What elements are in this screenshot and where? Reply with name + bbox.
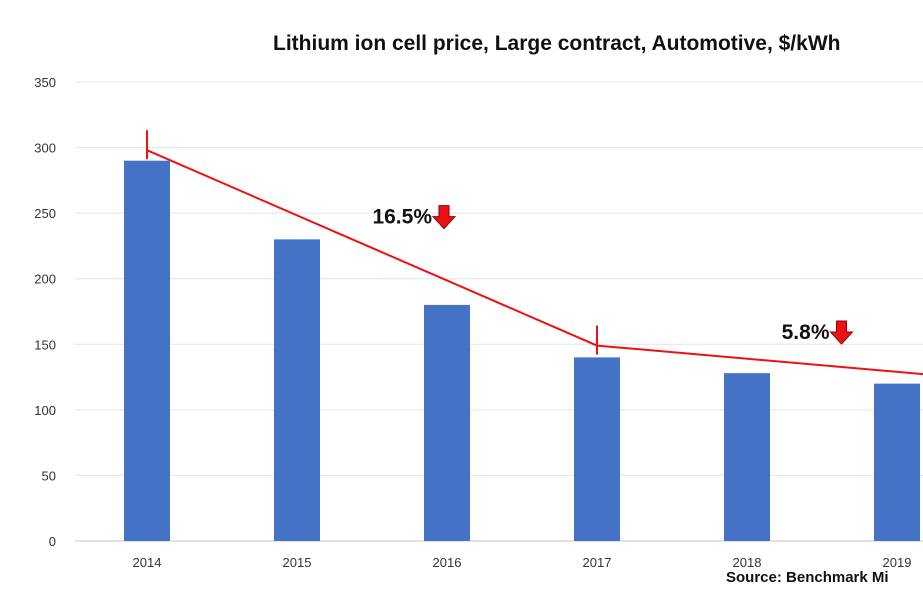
x-axis-ticks: 2014 2015 2016 2017 2018 2019	[133, 555, 912, 570]
annotations: 16.5% 5.8%	[372, 205, 854, 345]
bar	[574, 357, 620, 541]
bar	[874, 383, 920, 541]
y-tick-label: 100	[34, 403, 56, 418]
source-note: Source: Benchmark Mi	[726, 569, 889, 586]
y-tick-label: 350	[34, 75, 56, 90]
x-tick-label: 2016	[433, 555, 462, 570]
bar	[424, 304, 470, 541]
y-tick-label: 250	[34, 206, 56, 221]
chart-title: Lithium ion cell price, Large contract, …	[273, 32, 841, 55]
bar	[274, 239, 320, 541]
x-tick-label: 2019	[883, 555, 912, 570]
y-tick-label: 150	[34, 337, 56, 352]
x-tick-label: 2015	[283, 555, 312, 570]
bar	[124, 160, 170, 541]
bars	[124, 160, 920, 541]
annotation-label: 5.8%	[782, 321, 830, 344]
x-tick-label: 2018	[733, 555, 762, 570]
annotation-label: 16.5%	[372, 206, 432, 229]
x-tick-label: 2017	[583, 555, 612, 570]
gridlines	[75, 81, 923, 542]
trend-line	[146, 130, 923, 376]
y-tick-label: 50	[42, 468, 56, 483]
x-tick-label: 2014	[133, 555, 162, 570]
y-axis-ticks: 0 50 100 150 200 250 300 350	[34, 75, 56, 549]
y-tick-label: 300	[34, 141, 56, 156]
down-arrow-icon	[829, 320, 854, 345]
y-tick-label: 200	[34, 272, 56, 287]
annotation: 5.8%	[782, 320, 854, 345]
annotation: 16.5%	[372, 205, 457, 230]
y-tick-label: 0	[49, 534, 56, 549]
bar	[724, 373, 770, 541]
down-arrow-icon	[431, 205, 457, 230]
